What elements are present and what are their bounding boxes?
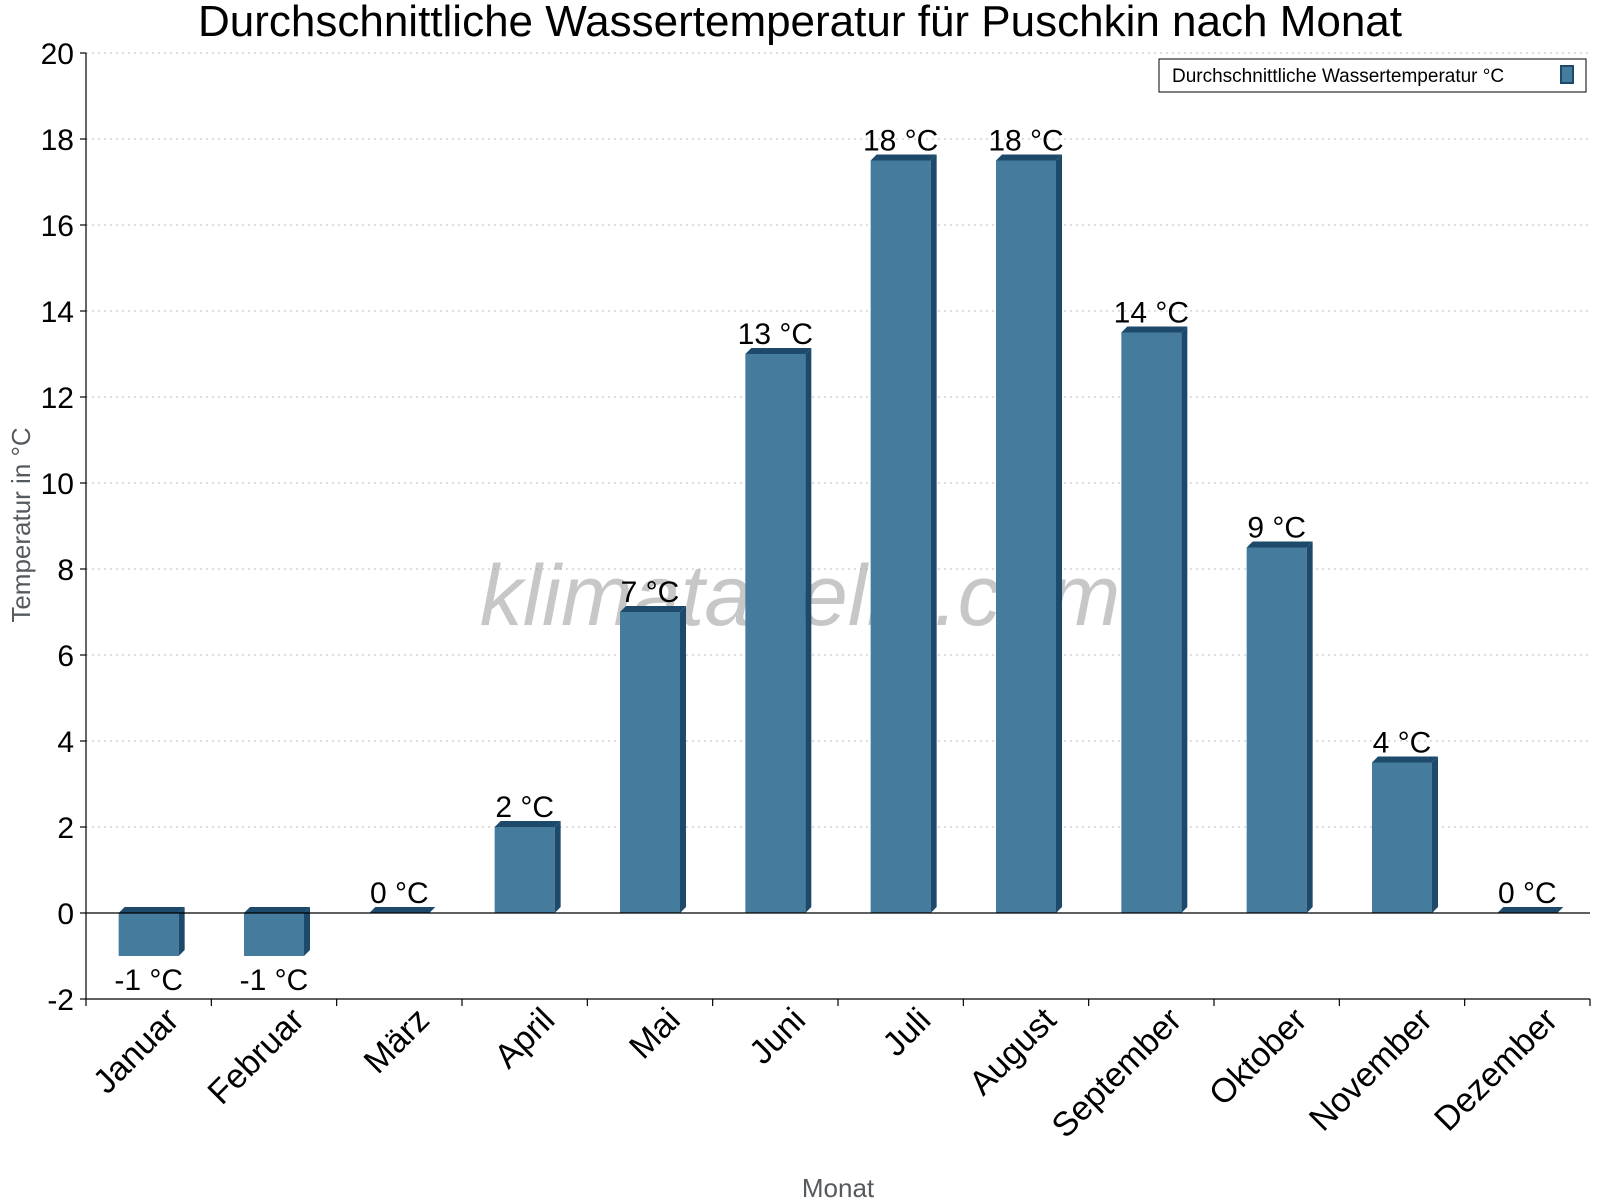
bar-top-face	[1497, 907, 1564, 913]
bar-top-face	[1372, 756, 1438, 763]
bar	[244, 907, 310, 956]
y-tick-label: 0	[57, 898, 74, 931]
x-tick-label: Februar	[201, 1001, 312, 1112]
data-label: -1 °C	[114, 964, 183, 997]
y-tick-label: 4	[57, 726, 74, 759]
bar-side-face	[930, 154, 937, 913]
bar-front-face	[1121, 332, 1182, 913]
bar-top-face	[745, 348, 812, 354]
data-label: 14 °C	[1114, 297, 1189, 330]
bar-side-face	[1432, 756, 1438, 913]
x-tick-label: Januar	[86, 1001, 186, 1101]
bar	[620, 606, 686, 913]
bar	[1372, 756, 1438, 913]
chart-title: Durchschnittliche Wassertemperatur für P…	[198, 0, 1402, 46]
bars	[118, 154, 1564, 956]
x-tick-label: März	[357, 1001, 437, 1081]
grid-lines	[86, 52, 1590, 828]
legend-swatch	[1560, 65, 1574, 84]
bar-front-face	[118, 913, 179, 956]
bar-top-face	[118, 907, 185, 913]
bar-top-face	[1246, 541, 1313, 548]
x-tick-label: Juli	[875, 1001, 938, 1064]
y-tick-label: 6	[57, 640, 74, 673]
bar-side-face	[1056, 154, 1062, 913]
data-label: 4 °C	[1373, 727, 1432, 760]
legend-label: Durchschnittliche Wassertemperatur °C	[1172, 66, 1504, 87]
legend: Durchschnittliche Wassertemperatur °C	[1158, 58, 1587, 93]
bar-side-face	[304, 907, 310, 956]
bar	[1497, 907, 1564, 913]
x-axis-label: Monat	[802, 1173, 875, 1200]
bar-top-face	[1121, 326, 1188, 333]
data-label: 18 °C	[863, 125, 938, 158]
bar-front-face	[620, 612, 680, 913]
data-label: 2 °C	[495, 791, 554, 824]
x-tick-label: April	[487, 1001, 562, 1076]
bar	[870, 154, 937, 913]
bar-front-face	[1372, 762, 1432, 913]
y-tick-label: 16	[41, 210, 74, 243]
bar	[494, 821, 561, 913]
y-tick-label: 14	[41, 296, 74, 329]
x-tick-label: November	[1302, 1001, 1440, 1139]
y-tick-label: 2	[57, 812, 74, 845]
bar-top-face	[996, 154, 1062, 161]
y-axis-label: Temperatur in °C	[6, 427, 36, 622]
data-label: 0 °C	[1498, 877, 1557, 910]
data-label: 13 °C	[738, 318, 813, 351]
data-label: 0 °C	[370, 877, 429, 910]
bar-side-face	[805, 348, 812, 913]
data-labels: -1 °C -1 °C 0 °C 2 °C 7 °C 13 °C 18 °C 18 °C 14 …	[114, 125, 1556, 998]
bar-front-face	[494, 827, 555, 913]
bar-front-face	[870, 160, 931, 913]
bar	[745, 348, 812, 913]
bar-top-face	[494, 821, 561, 827]
bar	[1121, 326, 1188, 913]
bar	[996, 154, 1062, 913]
x-tick-label: Oktober	[1202, 1001, 1314, 1113]
bar-front-face	[996, 160, 1056, 913]
data-label: -1 °C	[240, 964, 309, 997]
x-tick-label: September	[1045, 1001, 1189, 1145]
bar-side-face	[680, 606, 686, 913]
y-tick-label: 20	[41, 38, 74, 71]
bar-top-face	[870, 154, 937, 161]
bar-front-face	[1246, 547, 1307, 913]
bar-front-face	[745, 354, 806, 913]
bar-side-face	[554, 821, 561, 913]
data-label: 18 °C	[988, 125, 1063, 158]
data-label: 7 °C	[621, 576, 680, 609]
data-label: 9 °C	[1247, 512, 1306, 545]
y-tick-label: 18	[41, 124, 74, 157]
y-tick-label: 8	[57, 554, 74, 587]
x-tick-label: Juni	[742, 1001, 813, 1072]
bar	[1246, 541, 1313, 913]
bar-side-face	[178, 907, 185, 956]
bar	[369, 907, 436, 913]
bar-top-face	[244, 907, 310, 913]
bar-top-face	[620, 606, 686, 612]
x-tick-label: August	[962, 1000, 1064, 1102]
y-tick-label: -2	[47, 984, 74, 1017]
legend-box	[1158, 58, 1587, 93]
bar	[118, 907, 185, 956]
x-tick-label: Dezember	[1427, 1001, 1565, 1139]
y-tick-label: 12	[41, 382, 74, 415]
bar-side-face	[1181, 326, 1188, 913]
bar-front-face	[244, 913, 304, 956]
bar-side-face	[1306, 541, 1313, 913]
x-tick-label: Mai	[622, 1001, 688, 1067]
y-tick-label: 10	[41, 468, 74, 501]
bar-top-face	[369, 907, 436, 913]
